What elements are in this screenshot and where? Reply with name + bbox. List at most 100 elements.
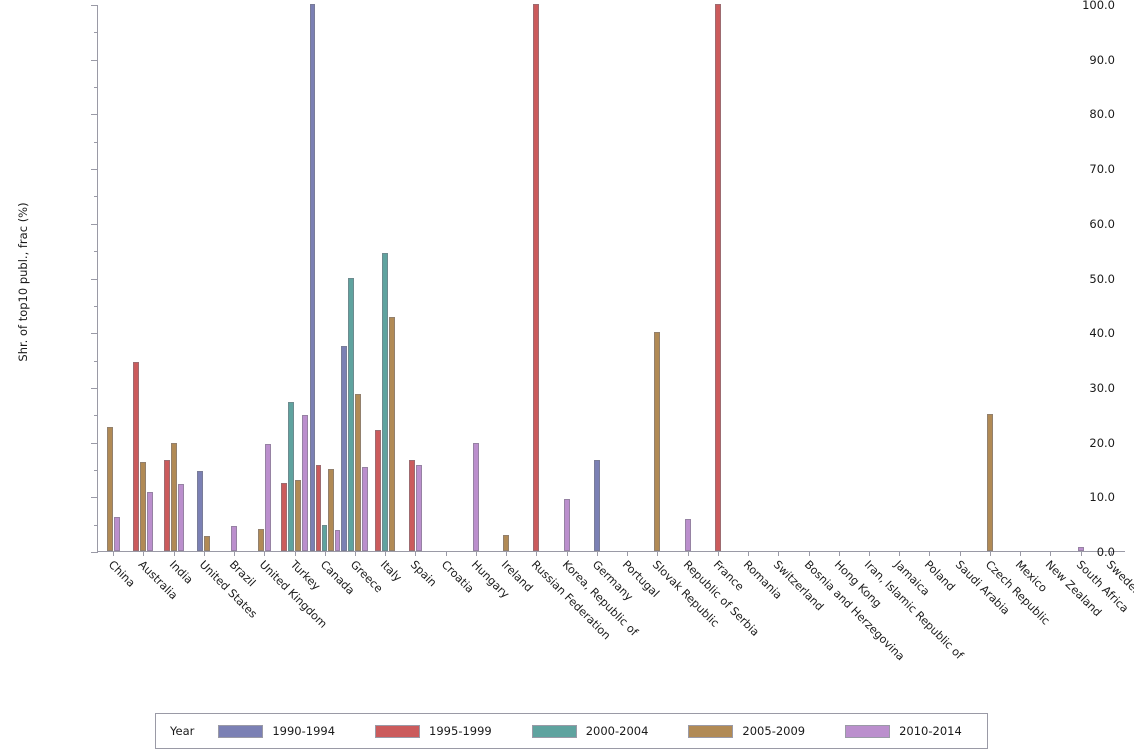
- bar: [231, 525, 238, 551]
- y-tick: [91, 552, 98, 553]
- y-tick: [94, 196, 98, 198]
- bar: [684, 518, 691, 551]
- y-tick: [94, 87, 98, 89]
- bar: [322, 524, 328, 551]
- legend-entry[interactable]: 2010-2014: [845, 724, 962, 738]
- x-tick: [748, 551, 750, 556]
- legend-entry[interactable]: 2000-2004: [531, 724, 649, 738]
- bar-group: [1005, 5, 1035, 551]
- bar-group: [793, 5, 823, 551]
- legend-swatch: [845, 724, 891, 738]
- x-tick: [566, 551, 568, 556]
- bar-group: [340, 5, 370, 551]
- y-tick-label: 0.0: [1096, 545, 1115, 559]
- bar: [113, 517, 120, 551]
- x-tick-label: Italy: [378, 558, 405, 585]
- bar: [986, 414, 993, 551]
- x-tick: [778, 551, 780, 556]
- bar: [315, 465, 322, 551]
- x-tick: [596, 551, 598, 556]
- bar-group: [461, 5, 491, 551]
- bar: [714, 4, 721, 551]
- bar-group: [249, 5, 279, 551]
- y-tick: [91, 442, 98, 444]
- bar-group: [854, 5, 884, 551]
- bar-group: [491, 5, 521, 551]
- bar: [257, 529, 264, 551]
- bar: [177, 484, 184, 551]
- bar: [408, 459, 415, 551]
- bar-group: [914, 5, 944, 551]
- bar: [334, 529, 340, 551]
- legend-label: 1995-1999: [429, 724, 492, 738]
- x-tick: [989, 551, 991, 556]
- legend-swatch: [375, 724, 421, 738]
- y-tick: [91, 169, 98, 171]
- legend-entry[interactable]: 1995-1999: [375, 724, 492, 738]
- bar: [348, 277, 355, 551]
- bar: [133, 362, 140, 551]
- bar-group: [219, 5, 249, 551]
- bar: [295, 480, 302, 551]
- bar-group: [1066, 5, 1096, 551]
- bar-group: [824, 5, 854, 551]
- bar: [302, 415, 309, 551]
- x-tick: [869, 551, 870, 556]
- y-tick: [94, 305, 98, 307]
- bar: [264, 443, 271, 551]
- x-tick: [506, 551, 508, 556]
- y-tick-label: 50.0: [1089, 271, 1115, 286]
- bar: [309, 4, 315, 551]
- y-tick: [94, 141, 98, 143]
- x-tick: [959, 551, 961, 556]
- bar: [140, 462, 147, 551]
- x-tick: [294, 551, 296, 556]
- bar: [654, 332, 661, 551]
- bar: [197, 470, 204, 551]
- x-tick: [173, 551, 175, 556]
- y-tick: [91, 59, 98, 61]
- bar-group: [945, 5, 975, 551]
- bar: [389, 317, 396, 551]
- bar-group: [1096, 5, 1126, 551]
- y-tick: [91, 497, 98, 499]
- bar: [163, 459, 170, 551]
- bar-group: [189, 5, 219, 551]
- legend-entry[interactable]: 2005-2009: [688, 724, 805, 738]
- bar-group: [552, 5, 582, 551]
- x-tick-label: China: [105, 558, 138, 590]
- plot-area: 0.0 10.0 20.0 30.0 40.0 50.0 60.0 70.0 80.0 90.0 1…: [91, 0, 1126, 559]
- bar: [281, 483, 288, 551]
- bar-group: [431, 5, 461, 551]
- x-tick: [385, 551, 387, 556]
- bar-group: [763, 5, 793, 551]
- y-tick-label: 20.0: [1089, 435, 1115, 450]
- bar: [288, 401, 295, 551]
- legend-entry[interactable]: 1990-1994: [218, 724, 335, 738]
- y-tick-label: 30.0: [1089, 380, 1115, 395]
- bar: [147, 491, 154, 551]
- bar: [382, 252, 389, 551]
- bar-group: [642, 5, 672, 551]
- bar-group: [521, 4, 551, 551]
- y-tick-label: 10.0: [1089, 490, 1115, 505]
- y-tick-label: 40.0: [1089, 326, 1115, 341]
- x-tick: [113, 551, 115, 556]
- x-tick: [929, 551, 931, 556]
- y-axis-title: Shr. of top10 publ., frac (%): [16, 202, 30, 362]
- legend-title: Year: [170, 724, 195, 738]
- x-tick: [1080, 551, 1082, 556]
- x-tick: [445, 551, 447, 556]
- y-tick-label: 60.0: [1089, 216, 1115, 231]
- bar-group: [400, 5, 430, 551]
- bar: [1077, 546, 1084, 551]
- bar-group: [98, 5, 128, 551]
- x-tick: [264, 551, 266, 556]
- legend-swatch: [531, 724, 577, 738]
- legend-label: 2000-2004: [585, 724, 649, 738]
- x-tick: [657, 551, 659, 556]
- y-tick: [91, 278, 98, 280]
- x-tick: [203, 551, 205, 556]
- legend: Year 1990-1994 1995-1999 2000-2004 2005-200…: [155, 713, 988, 749]
